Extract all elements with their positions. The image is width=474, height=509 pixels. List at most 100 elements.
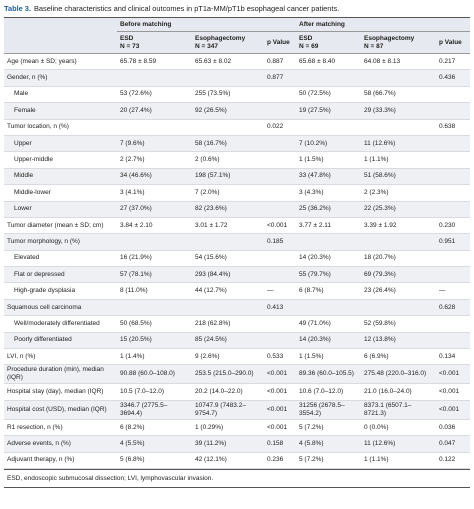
table-cell: 218 (62.8%) <box>195 319 231 327</box>
row-label: Middle <box>14 172 34 180</box>
page: Table 3. Baseline characteristics and cli… <box>4 3 471 488</box>
column-header: Esophagectomy N = 87 <box>361 31 437 54</box>
table-cell: 3.39 ± 1.92 <box>364 221 397 229</box>
column-header: p Value <box>264 31 297 54</box>
table-cell: 20 (27.4%) <box>120 106 152 114</box>
table-cell: 0.436 <box>439 74 456 82</box>
column-header-line: p Value <box>267 38 290 46</box>
table-cell: 49 (71.0%) <box>299 319 331 327</box>
table-row: Tumor location, n (%) 0.022 0.638 <box>4 119 471 136</box>
table-row: Hospital stay (day), median (IQR) 10.5 (7… <box>4 384 471 401</box>
row-label: Gender, n (%) <box>7 74 48 82</box>
table-cell: — <box>267 287 274 295</box>
table-cell: <0.001 <box>439 388 460 396</box>
table-cell: 0.628 <box>439 303 456 311</box>
table-cell: 44 (12.7%) <box>195 287 227 295</box>
table-cell <box>296 70 361 86</box>
row-label: Adverse events, n (%) <box>7 439 71 447</box>
table-cell <box>436 185 470 201</box>
table-cell: 54 (15.6%) <box>195 254 227 262</box>
table-cell: 65.78 ± 8.59 <box>120 57 157 65</box>
table-cell: 12 (13.8%) <box>364 336 396 344</box>
table-cell: 0.158 <box>267 439 284 447</box>
table-cell: 8 (11.0%) <box>120 287 148 295</box>
row-label: Tumor morphology, n (%) <box>7 237 80 245</box>
row-label: Squamous cell carcinoma <box>7 303 82 311</box>
table-cell: 34 (46.6%) <box>120 172 152 180</box>
column-header: Esophagectomy N = 347 <box>192 31 264 54</box>
table-cell <box>117 234 192 250</box>
table-cell: 2 (2.3%) <box>364 188 389 196</box>
table-cell: 0.047 <box>439 439 456 447</box>
table-cell: 5 (6.8%) <box>120 456 145 464</box>
table-cell: 1 (1.1%) <box>364 456 389 464</box>
row-label: Male <box>14 90 29 98</box>
row-label: Adjuvant therapy, n (%) <box>7 456 75 464</box>
row-label: R1 resection, n (%) <box>7 423 63 431</box>
table-cell <box>192 299 264 315</box>
table-header: Before matching After matching ESD N = 73 Es… <box>4 18 471 54</box>
table-cell: 293 (84.4%) <box>195 270 231 278</box>
table-cell <box>264 250 296 266</box>
table-row: Squamous cell carcinoma 0.413 0.628 <box>4 299 471 316</box>
column-header-line: Esophagectomy <box>195 34 246 42</box>
table-cell: 7 (9.6%) <box>120 139 145 147</box>
row-label: Poorly differentiated <box>14 336 72 344</box>
footnote: ESD, endoscopic submucosal dissection; L… <box>4 468 470 488</box>
table-cell <box>264 185 296 201</box>
table-cell <box>436 201 470 217</box>
table-cell: 4 (5.5%) <box>120 439 145 447</box>
table-cell: 0 (0.0%) <box>364 423 389 431</box>
row-label: Hospital cost (USD), median (IQR) <box>7 405 107 413</box>
table-cell <box>436 316 470 332</box>
table-cell: 21.0 (16.0–24.0) <box>364 388 412 396</box>
table-cell: 2 (0.6%) <box>195 156 220 164</box>
table-cell: 11 (12.6%) <box>364 139 396 147</box>
table-cell: 50 (68.5%) <box>120 319 152 327</box>
row-label: LVI, n (%) <box>7 352 36 360</box>
table-cell: 10.6 (7.0–12.0) <box>299 388 344 396</box>
table-cell: 85 (24.5%) <box>195 336 227 344</box>
table-cell: 1 (0.29%) <box>195 423 224 431</box>
row-label: Age (mean ± SD; years) <box>7 57 77 65</box>
row-label: Tumor location, n (%) <box>7 123 69 131</box>
table-row: Hospital cost (USD), median (IQR) 3346.7 … <box>4 400 471 420</box>
table-row: Middle 34 (46.6%) 198 (57.1%) 33 (47.8%) 51 … <box>4 168 471 185</box>
table-row: R1 resection, n (%) 6 (8.2%) 1 (0.29%) <0.0… <box>4 419 471 436</box>
table-cell: 65.63 ± 8.02 <box>195 57 232 65</box>
table-cell <box>296 234 361 250</box>
table-cell: 15 (20.5%) <box>120 336 152 344</box>
table-row: Female 20 (27.4%) 92 (26.5%) 19 (27.5%) 29 (… <box>4 102 471 120</box>
table-cell: 2 (2.7%) <box>120 156 145 164</box>
table-cell <box>192 70 264 86</box>
row-label: Well/moderately differentiated <box>14 319 100 327</box>
table-cell <box>264 135 296 151</box>
table-cell: 0.022 <box>267 123 284 131</box>
table-cell: <0.001 <box>267 388 288 396</box>
row-label: Female <box>14 106 36 114</box>
table-cell: 69 (79.3%) <box>364 270 396 278</box>
table-cell <box>436 332 470 348</box>
table-cell <box>264 332 296 348</box>
table-cell <box>361 70 436 86</box>
table-cell: 0.230 <box>439 221 456 229</box>
table-cell: 39 (11.2%) <box>195 439 227 447</box>
column-header: ESD N = 73 <box>117 31 192 54</box>
table-row: Procedure duration (min), median (IQR) 90… <box>4 364 471 384</box>
table-cell: 65.68 ± 8.40 <box>299 57 336 65</box>
column-header: ESD N = 69 <box>296 31 362 54</box>
table-cell <box>264 267 296 283</box>
column-header-line: N = 69 <box>299 42 319 50</box>
table-cell: 3 (4.1%) <box>120 188 145 196</box>
table-row: Poorly differentiated 15 (20.5%) 85 (24.5%… <box>4 332 471 349</box>
table-label: Table 3. <box>4 4 31 13</box>
table-row: Tumor morphology, n (%) 0.185 0.951 <box>4 233 471 251</box>
table-cell: 42 (12.1%) <box>195 456 227 464</box>
row-label: Tumor diameter (mean ± SD; cm) <box>7 221 104 229</box>
table-cell: 11 (12.6%) <box>364 439 396 447</box>
table-cell: 8373.1 (6507.1–8721.3) <box>364 401 412 417</box>
table-cell: 0.951 <box>439 237 456 245</box>
table-cell <box>296 299 361 315</box>
table-cell: <0.001 <box>267 370 288 378</box>
group-header: Before matching <box>117 18 297 32</box>
